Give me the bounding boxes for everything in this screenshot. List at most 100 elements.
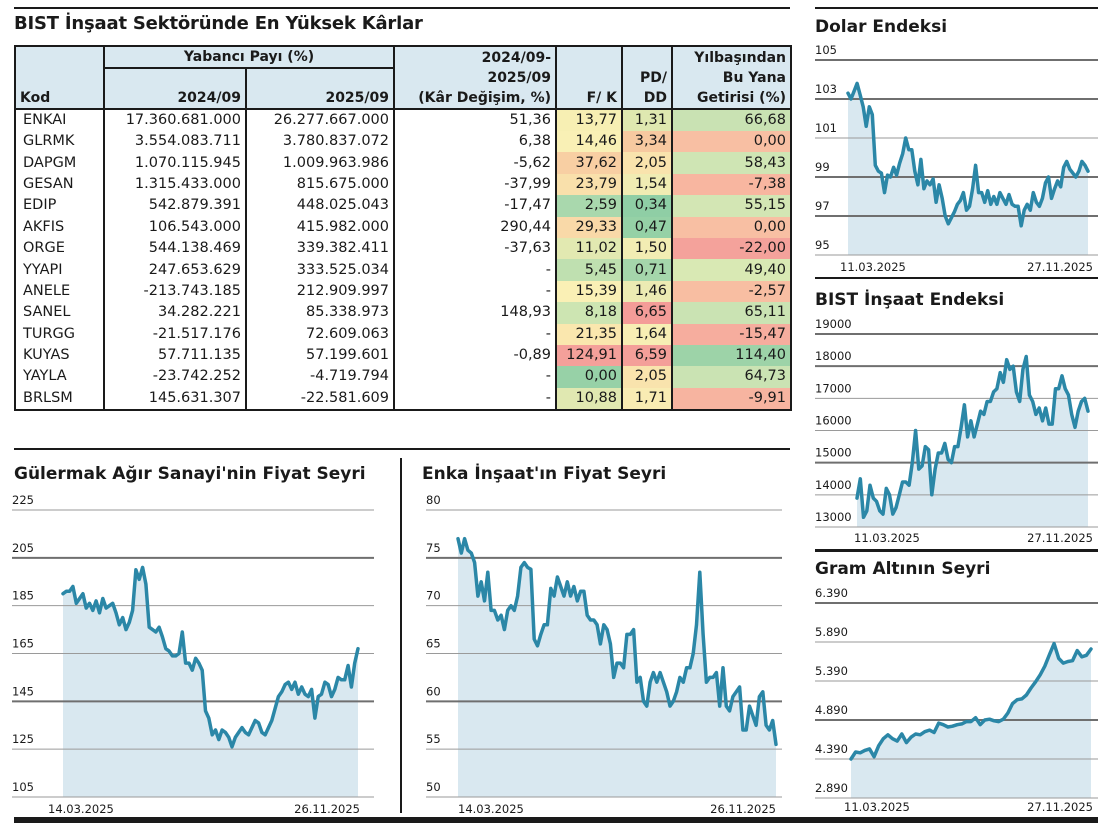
data-point <box>692 652 694 655</box>
x-label-end: 26.11.2025 <box>710 802 776 816</box>
data-point <box>1053 642 1055 645</box>
cell-kar-degisim: -37,63 <box>394 237 558 260</box>
y-tick-label: 145 <box>12 684 34 698</box>
data-point <box>536 645 539 647</box>
data-point <box>287 681 290 683</box>
cell-kar-degisim: -37,99 <box>394 173 558 196</box>
data-point <box>1067 660 1069 663</box>
data-point <box>862 106 864 108</box>
data-point <box>928 729 931 731</box>
data-point <box>583 590 585 593</box>
header-fk-top <box>556 45 624 68</box>
data-point <box>712 676 714 679</box>
data-point <box>198 662 200 664</box>
cell-yabanci-2024: 34.282.221 <box>104 302 247 324</box>
y-tick-label: 5.890 <box>815 625 848 639</box>
data-point <box>999 371 1001 374</box>
data-point <box>194 657 197 660</box>
data-point <box>1039 674 1041 676</box>
cell-pddd: 6,59 <box>622 344 674 367</box>
data-point <box>1018 400 1021 403</box>
cell-yabanci-2025: 339.382.411 <box>246 237 396 260</box>
data-point <box>1029 209 1032 211</box>
cell-fk: 13,77 <box>556 109 624 131</box>
data-point <box>918 468 920 470</box>
data-point <box>853 90 855 92</box>
data-point <box>718 705 721 707</box>
cell-kar-degisim: - <box>394 366 558 388</box>
header-getiri-line1: Yılbaşından <box>672 45 793 68</box>
y-tick-label: 16000 <box>815 414 852 428</box>
cell-yabanci-2024: 542.879.391 <box>104 195 247 217</box>
data-point <box>1081 656 1083 658</box>
data-point <box>1034 681 1037 683</box>
data-point <box>914 170 916 172</box>
data-point <box>965 720 968 723</box>
header-getiri-line2: Bu Yana <box>672 68 793 88</box>
header-getiri-line3: Getirisi (%) <box>672 88 793 110</box>
data-point <box>340 679 343 681</box>
data-point <box>131 609 134 612</box>
data-point <box>850 98 852 100</box>
table-row: ENKAI 17.360.681.000 26.277.667.000 51,36 13… <box>14 109 793 131</box>
data-point <box>118 624 121 626</box>
data-point <box>920 158 922 161</box>
data-point <box>1062 662 1065 664</box>
header-pddd-line2: DD <box>622 88 674 110</box>
header-yabanci-payi: Yabancı Payı (%) <box>104 45 396 69</box>
table-row: YAYLA -23.742.252 -4.719.794-0,00 2,05 64,73 <box>14 366 793 388</box>
cell-kod: GLRMK <box>14 131 105 153</box>
table-row: AKFIS 106.543.000 415.982.000 290,44 29,33 0,… <box>14 216 793 238</box>
data-point <box>910 736 912 738</box>
cell-getiri: -15,47 <box>672 323 793 345</box>
data-point <box>141 566 144 569</box>
chart-title: Gram Altının Seyri <box>815 559 990 579</box>
table-row: YYAPI 247.653.629 333.525.034-5,45 0,71 49,4… <box>14 259 793 281</box>
data-point <box>965 209 968 211</box>
data-point <box>742 729 744 731</box>
data-point <box>337 676 339 679</box>
data-point <box>218 738 220 741</box>
data-point <box>65 590 68 593</box>
data-point <box>343 679 346 681</box>
data-point <box>82 592 84 595</box>
data-point <box>1076 649 1078 652</box>
data-point <box>62 592 64 595</box>
data-point <box>1059 186 1062 188</box>
cell-kar-degisim: 6,38 <box>394 131 558 153</box>
cell-kar-degisim: - <box>394 387 558 411</box>
data-point <box>898 162 901 165</box>
data-point <box>868 106 871 108</box>
data-point <box>875 500 878 503</box>
data-point <box>986 189 989 192</box>
data-point <box>1047 176 1050 178</box>
data-point <box>1002 381 1005 384</box>
data-point <box>603 624 605 626</box>
data-point <box>856 497 858 499</box>
cell-pddd: 2,05 <box>622 152 674 174</box>
data-point <box>596 624 598 626</box>
cell-yabanci-2024: 57.711.135 <box>104 344 247 367</box>
data-point <box>891 737 894 740</box>
data-point <box>996 387 998 390</box>
data-point <box>935 201 937 204</box>
data-point <box>921 465 923 467</box>
data-point <box>971 187 974 190</box>
header-fk: F/ K <box>556 88 624 110</box>
cell-getiri: -2,57 <box>672 280 793 303</box>
data-point <box>168 650 170 652</box>
data-point <box>911 148 913 151</box>
x-label-start: 14.03.2025 <box>458 802 524 816</box>
header-y2025-spacer <box>246 68 396 88</box>
data-point <box>642 700 645 703</box>
data-point <box>516 595 519 597</box>
data-point <box>956 203 959 206</box>
data-point <box>300 686 303 688</box>
data-point <box>493 609 496 612</box>
data-point <box>477 595 479 597</box>
data-point <box>854 751 857 753</box>
data-point <box>257 722 260 724</box>
data-point <box>980 191 983 194</box>
data-point <box>244 731 247 734</box>
data-point <box>963 404 966 406</box>
